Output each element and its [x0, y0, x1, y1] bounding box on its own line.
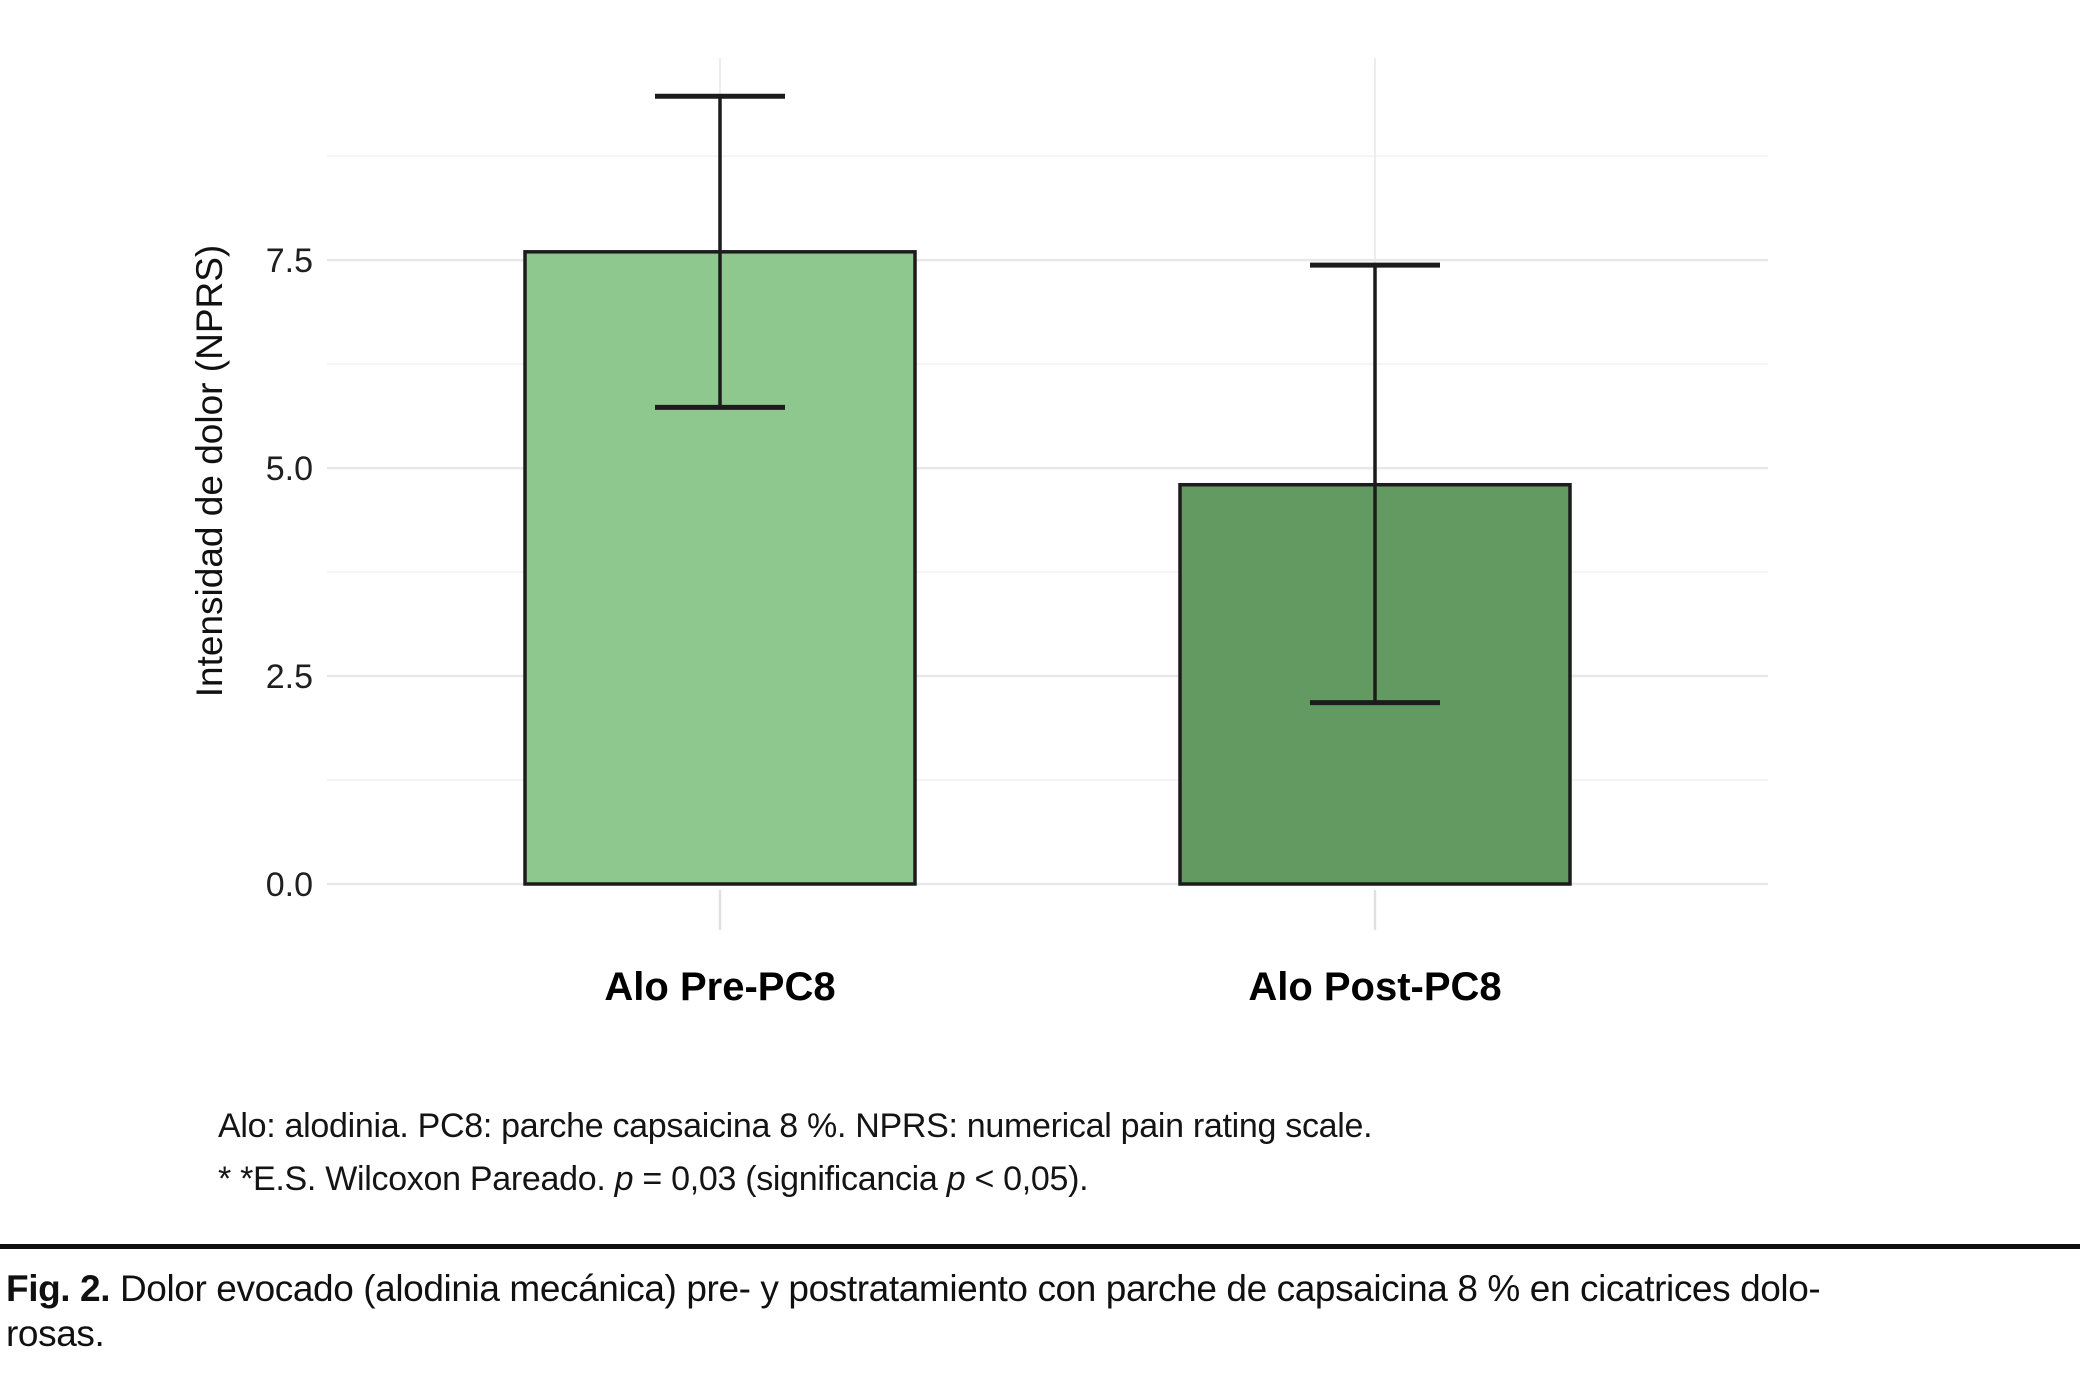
footnote-line-statistics: * *E.S. Wilcoxon Pareado. p = 0,03 (sign…	[218, 1153, 1372, 1206]
y-tick-label: 7.5	[266, 242, 313, 280]
bar-chart: 0.0 2.5 5.0 7.5 Alo Pre-PC8 Alo Post-PC8 Inte…	[189, 58, 1768, 1009]
y-axis-title: Intensidad de dolor (NPRS)	[189, 245, 230, 697]
figure-footnote: Alo: alodinia. PC8: parche capsaicina 8 …	[218, 1100, 1373, 1206]
y-tick-label: 5.0	[266, 450, 313, 488]
text-segment: < 0,05).	[965, 1160, 1089, 1198]
error-bars-layer	[655, 93, 1440, 706]
text-segment: * *E.S. Wilcoxon Pareado.	[218, 1160, 615, 1198]
text-segment: p	[614, 1160, 634, 1198]
text-segment: p	[946, 1160, 966, 1198]
text-segment: = 0,03 (significancia	[633, 1160, 947, 1198]
text-segment: Fig. 2.	[6, 1268, 111, 1309]
y-tick-label: 2.5	[266, 658, 313, 696]
bars-layer	[523, 250, 1572, 886]
y-tick-label: 0.0	[266, 866, 313, 904]
text-segment: rosas.	[6, 1313, 105, 1354]
x-category-label: Alo Post-PC8	[1248, 965, 1501, 1009]
caption-divider-rule	[0, 1244, 2080, 1249]
text-segment: Dolor evocado (alodinia mecánica) pre- y…	[110, 1268, 1821, 1309]
footnote-line-abbreviations: Alo: alodinia. PC8: parche capsaicina 8 …	[218, 1107, 1373, 1145]
axis-labels-layer: 0.0 2.5 5.0 7.5 Alo Pre-PC8 Alo Post-PC8	[266, 242, 1502, 1009]
x-category-label: Alo Pre-PC8	[604, 965, 835, 1009]
figure-caption: Fig. 2. Dolor evocado (alodinia mecánica…	[6, 1266, 2074, 1356]
